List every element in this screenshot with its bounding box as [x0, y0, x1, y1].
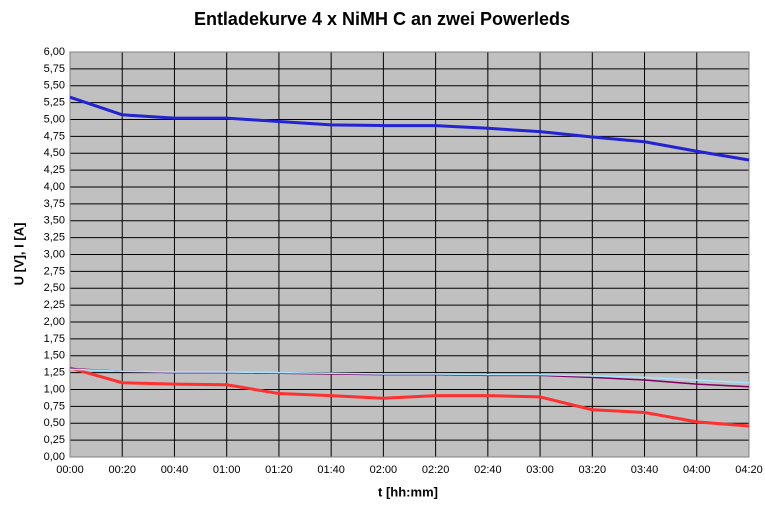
y-tick-label: 1,50	[44, 350, 65, 362]
y-tick-label: 5,75	[44, 63, 65, 75]
x-axis-title: t [hh:mm]	[378, 484, 438, 499]
plot-border	[69, 51, 750, 458]
y-tick-label: 3,75	[44, 198, 65, 210]
y-tick-label: 0,25	[44, 434, 65, 446]
y-tick-label: 5,00	[44, 113, 65, 125]
y-tick-label: 2,00	[44, 316, 65, 328]
series-line	[69, 366, 750, 428]
y-tick-label: 4,25	[44, 164, 65, 176]
y-tick-label: 1,75	[44, 333, 65, 345]
y-tick-label: 1,25	[44, 367, 65, 379]
x-tick-label: 03:20	[579, 464, 607, 476]
y-tick-label: 0,00	[44, 451, 65, 463]
series-line	[69, 95, 750, 162]
y-tick-label: 6,00	[44, 46, 65, 58]
x-tick-label: 01:40	[317, 464, 345, 476]
y-tick-label: 3,50	[44, 215, 65, 227]
x-tick-label: 02:00	[370, 464, 398, 476]
chart-title: Entladekurve 4 x NiMH C an zwei Powerled…	[194, 9, 570, 29]
series-line	[69, 368, 750, 384]
y-tick-label: 1,00	[44, 383, 65, 395]
x-tick-label: 03:00	[526, 464, 554, 476]
y-tick-label: 2,50	[44, 282, 65, 294]
y-tick-label: 0,75	[44, 400, 65, 412]
x-tick-label: 03:40	[631, 464, 659, 476]
y-tick-label: 4,00	[44, 181, 65, 193]
y-tick-label: 5,50	[44, 80, 65, 92]
x-tick-label: 02:20	[422, 464, 450, 476]
y-tick-label: 0,50	[44, 417, 65, 429]
y-tick-label: 2,75	[44, 265, 65, 277]
y-tick-label: 2,25	[44, 299, 65, 311]
x-tick-label: 04:20	[735, 464, 763, 476]
x-tick-label: 02:40	[474, 464, 502, 476]
x-tick-label: 00:20	[108, 464, 136, 476]
y-tick-label: 4,75	[44, 130, 65, 142]
y-tick-label: 4,50	[44, 147, 65, 159]
y-axis-title: U [V], I [A]	[11, 223, 26, 286]
y-tick-label: 3,00	[44, 248, 65, 260]
y-tick-label: 3,25	[44, 232, 65, 244]
x-tick-label: 01:00	[213, 464, 241, 476]
x-tick-label: 01:20	[265, 464, 293, 476]
x-tick-label: 00:00	[56, 464, 84, 476]
y-tick-label: 5,25	[44, 97, 65, 109]
x-tick-label: 04:00	[683, 464, 711, 476]
x-tick-label: 00:40	[161, 464, 189, 476]
